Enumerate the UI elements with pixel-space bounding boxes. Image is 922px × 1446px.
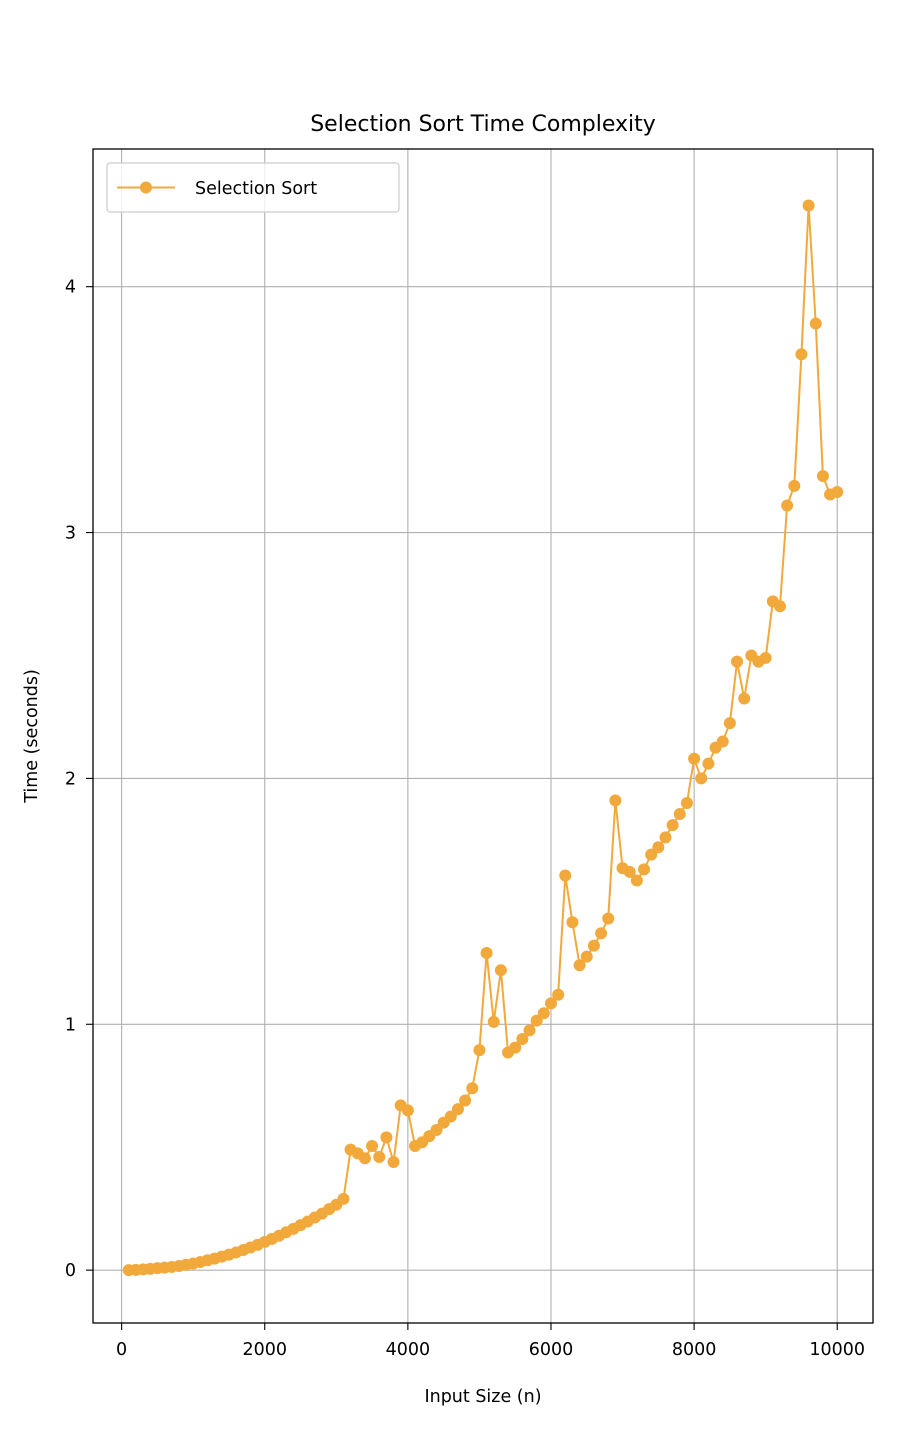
data-point — [695, 772, 708, 785]
data-point — [659, 831, 672, 844]
data-point — [459, 1094, 472, 1107]
y-tick-label: 4 — [65, 278, 76, 298]
data-point — [451, 1103, 464, 1116]
data-point — [680, 797, 693, 809]
data-point — [759, 651, 772, 664]
legend-box — [106, 162, 400, 213]
data-point — [566, 916, 579, 929]
data-point — [731, 655, 744, 668]
data-point — [788, 479, 801, 492]
series-layer — [122, 199, 844, 1277]
data-point — [738, 692, 751, 705]
data-point — [623, 865, 636, 878]
data-point — [373, 1151, 386, 1164]
data-point — [358, 1152, 371, 1165]
data-point — [559, 869, 572, 882]
data-point — [723, 717, 736, 730]
x-tick-label: 8000 — [672, 1340, 717, 1360]
data-point — [552, 988, 565, 1001]
data-point — [795, 348, 808, 361]
data-point — [773, 600, 786, 613]
data-point — [509, 1041, 522, 1054]
data-point — [480, 946, 493, 959]
data-point — [580, 950, 593, 963]
data-point — [466, 1082, 479, 1095]
x-tick-label: 4000 — [386, 1340, 431, 1360]
data-point — [587, 939, 600, 952]
x-tick-label: 10000 — [809, 1340, 865, 1360]
data-point — [802, 199, 815, 212]
data-point — [523, 1024, 536, 1037]
data-point — [630, 874, 643, 887]
data-point — [831, 485, 844, 498]
data-point — [781, 499, 794, 512]
data-point — [337, 1192, 350, 1205]
data-point — [673, 808, 686, 821]
x-tick-label: 6000 — [529, 1340, 574, 1360]
data-point — [473, 1044, 486, 1057]
data-point — [516, 1033, 529, 1046]
y-axis-label: Time (seconds) — [22, 669, 42, 804]
y-tick-label: 0 — [65, 1261, 76, 1281]
data-point — [666, 819, 679, 832]
data-point — [816, 470, 829, 482]
data-point — [609, 794, 622, 807]
legend-label-selection-sort: Selection Sort — [195, 179, 317, 199]
plot-area-frame — [92, 148, 874, 1324]
x-axis-label: Input Size (n) — [424, 1387, 541, 1407]
data-point — [716, 735, 729, 748]
legend: Selection Sort — [106, 162, 400, 213]
data-point — [602, 912, 615, 925]
x-tick-label: 0 — [116, 1340, 127, 1360]
data-point — [638, 863, 651, 876]
data-point — [380, 1131, 393, 1144]
data-point — [595, 927, 608, 940]
data-point — [544, 997, 557, 1010]
data-point — [652, 841, 665, 854]
data-point — [487, 1015, 500, 1028]
data-point — [537, 1007, 550, 1020]
y-tick-label: 2 — [65, 769, 76, 789]
data-point — [809, 317, 822, 330]
data-point — [573, 959, 586, 972]
data-point — [494, 964, 507, 977]
y-tick-label: 1 — [65, 1015, 76, 1035]
data-point — [366, 1139, 379, 1152]
data-point — [702, 757, 715, 770]
data-point — [530, 1014, 543, 1027]
data-point — [430, 1124, 443, 1136]
ticks: 0 2000 4000 6000 8000 10000 0 1 2 3 4 — [65, 278, 865, 1360]
grid — [93, 149, 873, 1323]
data-point — [387, 1155, 400, 1168]
data-point — [401, 1104, 414, 1117]
x-tick-label: 2000 — [242, 1340, 287, 1360]
legend-marker-swatch — [140, 181, 152, 194]
y-tick-label: 3 — [65, 524, 76, 544]
data-point — [444, 1110, 457, 1123]
data-point — [688, 752, 701, 765]
data-point — [645, 848, 658, 861]
chart-title: Selection Sort Time Complexity — [310, 112, 656, 137]
